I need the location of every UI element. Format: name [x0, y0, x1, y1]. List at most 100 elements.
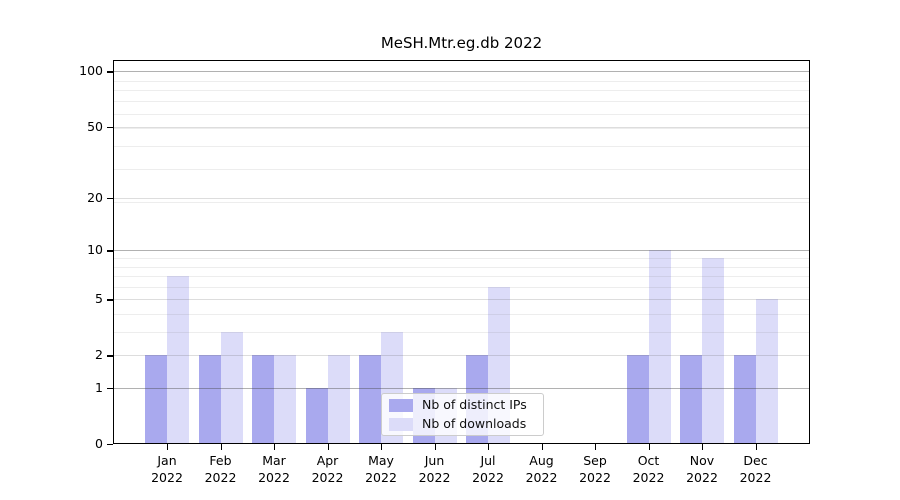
y-tick-100	[107, 71, 113, 73]
gridline-major-100	[114, 71, 809, 73]
year-label: 2022	[686, 470, 718, 485]
year-label: 2022	[258, 470, 290, 485]
y-tick-50	[107, 126, 113, 128]
gridline-minor-8	[114, 266, 809, 268]
x-tick-label-apr: Apr 2022	[301, 452, 355, 486]
x-tick-aug	[541, 444, 543, 450]
gridline-minor-59	[114, 113, 809, 115]
y-tick-5	[107, 299, 113, 301]
month-label: Jun	[424, 453, 445, 468]
year-label: 2022	[472, 470, 504, 485]
bar-distinct-ips-oct	[626, 355, 649, 443]
bar-downloads-nov	[702, 258, 724, 443]
gridline-minor-3	[114, 332, 809, 334]
bar-downloads-feb	[220, 332, 243, 443]
gridline-minor-79	[114, 90, 809, 92]
legend: Nb of distinct IPs Nb of downloads	[381, 393, 544, 436]
y-tick-20	[107, 198, 113, 200]
gridline-minor-29	[114, 169, 809, 171]
gridline-mid-50	[114, 126, 809, 128]
bar-downloads-dec	[755, 299, 778, 443]
month-label: Aug	[529, 453, 554, 468]
y-tick-label-100: 100	[79, 63, 103, 79]
x-tick-jul	[488, 444, 490, 450]
x-tick-label-dec: Dec 2022	[729, 452, 783, 486]
year-label: 2022	[632, 470, 665, 485]
month-label: Dec	[743, 453, 768, 468]
gridline-minor-49	[114, 128, 809, 130]
y-tick-label-10: 10	[87, 242, 103, 258]
x-tick-label-may: May 2022	[354, 452, 408, 486]
month-label: Feb	[209, 453, 232, 468]
gridline-major-1	[114, 388, 809, 390]
gridline-mid-2	[114, 355, 809, 357]
year-label: 2022	[525, 470, 558, 485]
gridline-minor-7	[114, 276, 809, 278]
x-tick-jan	[167, 444, 169, 450]
month-label: Jan	[157, 453, 177, 468]
legend-item: Nb of distinct IPs	[389, 397, 536, 413]
x-tick-label-jun: Jun 2022	[408, 452, 462, 486]
gridline-minor-6	[114, 286, 809, 288]
x-tick-oct	[648, 444, 650, 450]
gridline-mid-20	[114, 198, 809, 200]
bar-downloads-mar	[274, 355, 296, 443]
y-tick-2	[107, 355, 113, 357]
x-tick-label-jul: Jul 2022	[461, 452, 515, 486]
year-label: 2022	[365, 470, 397, 485]
gridline-minor-69	[114, 101, 809, 103]
bar-downloads-oct	[648, 250, 671, 443]
bar-downloads-jan	[167, 276, 189, 443]
month-label: May	[368, 453, 394, 468]
chart-title: MeSH.Mtr.eg.db 2022	[380, 34, 543, 52]
legend-swatch-distinct-ips	[389, 398, 413, 412]
month-label: Apr	[316, 453, 339, 468]
year-label: 2022	[151, 470, 183, 485]
x-tick-label-oct: Oct 2022	[622, 452, 676, 486]
legend-item: Nb of downloads	[389, 416, 536, 432]
y-tick-label-50: 50	[87, 118, 103, 134]
legend-swatch-downloads	[389, 417, 413, 431]
y-tick-label-0: 0	[95, 436, 103, 451]
plot-area	[113, 60, 810, 444]
gridline-mid-5	[114, 299, 809, 301]
bar-distinct-ips-mar	[252, 355, 274, 443]
month-label: Sep	[583, 453, 607, 468]
y-tick-10	[107, 250, 113, 252]
bar-distinct-ips-nov	[680, 355, 702, 443]
x-tick-dec	[755, 444, 757, 450]
gridline-minor-4	[114, 314, 809, 316]
x-tick-label-feb: Feb 2022	[194, 452, 248, 486]
bar-distinct-ips-feb	[198, 355, 221, 443]
month-label: Oct	[637, 453, 660, 468]
x-tick-label-aug: Aug 2022	[515, 452, 569, 486]
legend-label-downloads: Nb of downloads	[422, 416, 527, 431]
x-tick-mar	[274, 444, 276, 450]
x-tick-label-nov: Nov 2022	[675, 452, 729, 486]
bar-distinct-ips-dec	[733, 355, 756, 443]
x-tick-feb	[220, 444, 222, 450]
y-tick-0	[107, 444, 113, 446]
year-label: 2022	[739, 470, 772, 485]
year-label: 2022	[579, 470, 611, 485]
y-tick-label-5: 5	[95, 291, 103, 307]
y-tick-label-2: 2	[95, 347, 103, 363]
month-label: Jul	[480, 453, 496, 468]
month-label: Nov	[689, 453, 715, 468]
x-tick-apr	[327, 444, 329, 450]
legend-label-distinct-ips: Nb of distinct IPs	[422, 397, 527, 412]
month-label: Mar	[262, 453, 286, 468]
y-tick-label-1: 1	[95, 380, 103, 396]
gridline-minor-89	[114, 80, 809, 82]
bar-distinct-ips-jan	[145, 355, 167, 443]
bar-downloads-apr	[327, 355, 350, 443]
x-tick-label-mar: Mar 2022	[247, 452, 301, 486]
bar-distinct-ips-may	[359, 355, 381, 443]
bar-distinct-ips-apr	[305, 388, 328, 443]
x-tick-jun	[434, 444, 436, 450]
year-label: 2022	[311, 470, 344, 485]
gridline-minor-9	[114, 258, 809, 260]
y-tick-1	[107, 388, 113, 390]
gridline-minor-39	[114, 146, 809, 148]
